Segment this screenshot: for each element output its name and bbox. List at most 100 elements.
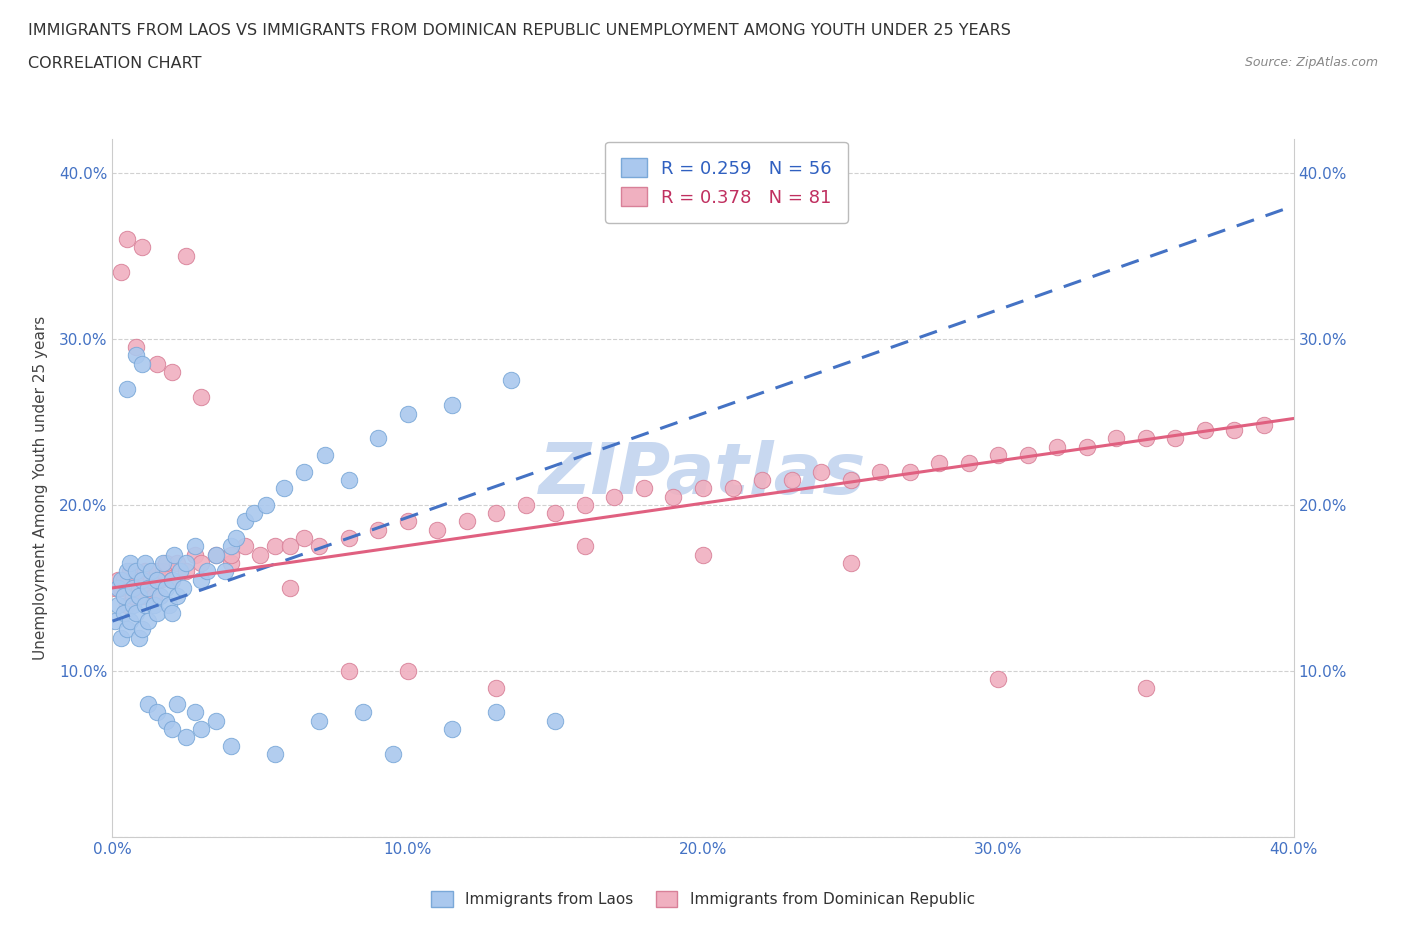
Point [139,572,162,587]
Y-axis label: Unemployment Among Youth under 25 years: Unemployment Among Youth under 25 years [32,316,48,660]
Point [152,555,174,570]
Point [278,539,301,554]
Point [544,506,567,521]
Point [120,555,142,570]
Point [264,539,287,554]
Point [219,738,242,753]
Point [810,464,832,479]
Point [190,722,212,737]
Point [574,498,596,512]
Point [166,555,188,570]
Point [169,564,191,578]
Point [485,680,508,695]
Point [125,339,148,354]
Point [163,547,186,562]
Point [136,614,159,629]
Text: Source: ZipAtlas.com: Source: ZipAtlas.com [1244,56,1378,69]
Point [1164,431,1187,445]
Point [122,589,145,604]
Point [219,539,242,554]
Point [122,597,145,612]
Point [1017,447,1039,462]
Point [308,713,330,728]
Point [122,580,145,595]
Point [131,572,153,587]
Point [128,631,150,645]
Point [243,506,266,521]
Point [120,564,142,578]
Point [544,713,567,728]
Point [131,240,153,255]
Text: IMMIGRANTS FROM LAOS VS IMMIGRANTS FROM DOMINICAN REPUBLIC UNEMPLOYMENT AMONG YO: IMMIGRANTS FROM LAOS VS IMMIGRANTS FROM … [28,23,1011,38]
Point [292,531,315,546]
Text: ZIPatlas: ZIPatlas [540,440,866,509]
Point [233,539,256,554]
Point [166,589,188,604]
Point [146,572,169,587]
Point [110,631,132,645]
Point [205,713,228,728]
Point [219,547,242,562]
Point [692,481,714,496]
Point [396,406,419,421]
Point [107,580,129,595]
Point [692,547,714,562]
Point [146,564,169,578]
Point [987,671,1010,686]
Point [1253,418,1275,432]
Point [485,506,508,521]
Point [382,747,405,762]
Point [987,447,1010,462]
Point [574,539,596,554]
Point [107,597,129,612]
Point [117,597,138,612]
Point [160,365,183,379]
Point [337,472,360,487]
Point [337,663,360,678]
Point [184,547,207,562]
Point [112,589,135,604]
Point [149,572,172,587]
Point [136,580,159,595]
Point [1135,680,1157,695]
Point [134,564,156,578]
Point [104,580,127,595]
Point [352,705,374,720]
Point [112,605,135,620]
Point [110,572,132,587]
Point [264,747,287,762]
Point [957,456,980,471]
Point [110,580,132,595]
Point [131,589,153,604]
Point [134,597,156,612]
Point [112,572,135,587]
Point [125,348,148,363]
Point [146,605,169,620]
Point [662,489,685,504]
Point [131,356,153,371]
Point [107,572,129,587]
Point [155,713,177,728]
Point [190,390,212,405]
Point [205,547,228,562]
Point [249,547,271,562]
Point [515,498,537,512]
Point [426,523,449,538]
Point [367,523,389,538]
Point [839,555,862,570]
Point [928,456,950,471]
Point [314,447,336,462]
Point [721,481,744,496]
Point [134,555,156,570]
Point [166,697,188,711]
Point [839,472,862,487]
Point [190,572,212,587]
Point [195,564,218,578]
Point [125,605,148,620]
Point [110,265,132,280]
Text: CORRELATION CHART: CORRELATION CHART [28,56,201,71]
Legend: R = 0.259   N = 56, R = 0.378   N = 81: R = 0.259 N = 56, R = 0.378 N = 81 [605,141,848,223]
Point [1076,439,1098,454]
Point [501,373,523,388]
Point [136,580,159,595]
